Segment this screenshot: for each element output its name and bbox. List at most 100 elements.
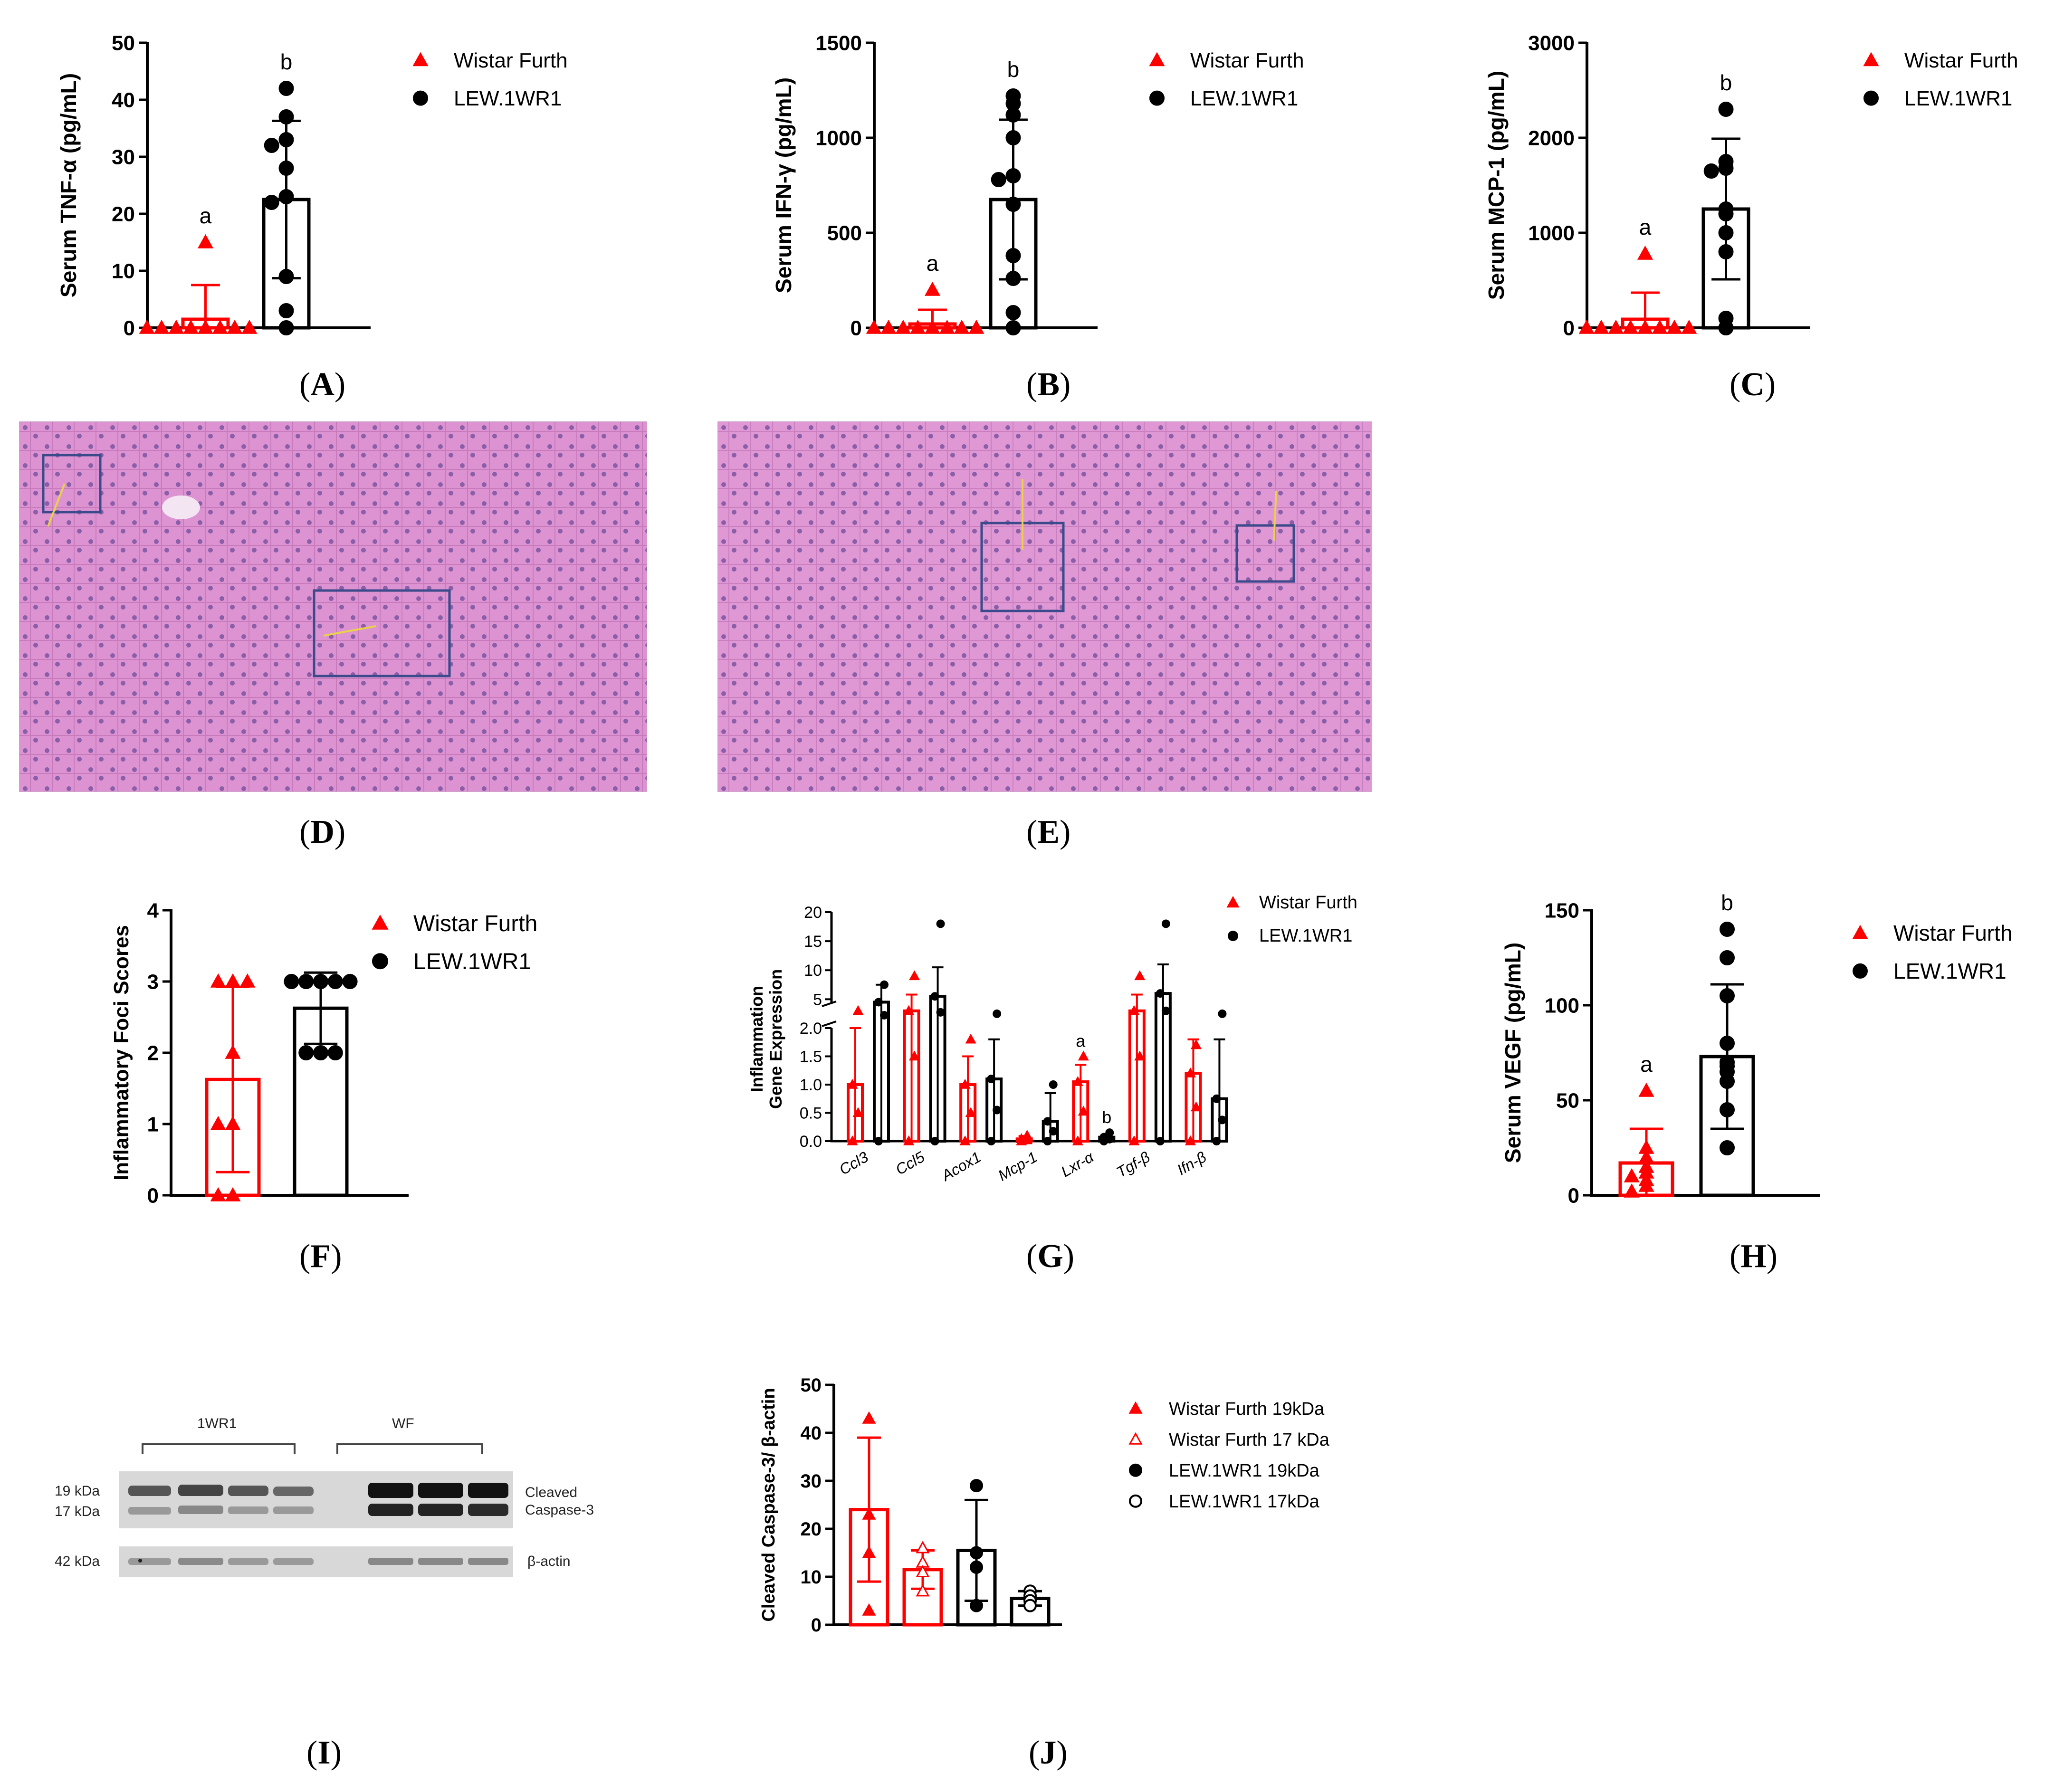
data-point (1623, 319, 1639, 334)
y-axis-title: Serum MCP-1 (pg/mL) (1484, 71, 1509, 300)
data-point (1005, 320, 1021, 335)
significance-letter: a (1076, 1031, 1086, 1051)
legend-label: Wistar Furth 17 kDa (1169, 1430, 1330, 1450)
data-point (1005, 271, 1021, 286)
data-point (880, 319, 897, 334)
y-tick-label: 10 (801, 1567, 822, 1588)
x-tick-label: Ccl3 (836, 1148, 871, 1178)
y-tick-label: 20 (112, 202, 135, 226)
data-point (1652, 319, 1668, 334)
data-point (1128, 1005, 1140, 1015)
y-axis-title: Serum VEGF (pg/mL) (1500, 943, 1525, 1163)
chart-inflammatory-foci: 0 1 2 3 4 Inflammatory Foci Scores Wistar Furt… (110, 899, 537, 1207)
y-tick-label: 0 (850, 316, 862, 340)
data-point (916, 1564, 930, 1577)
y-tick-label: 150 (1545, 899, 1579, 922)
data-point (880, 980, 889, 989)
x-tick-label: Tgf-β (1113, 1148, 1153, 1181)
panel-label-d: (D) (299, 814, 346, 850)
data-point (1005, 197, 1021, 212)
panel-label-c: (C) (1730, 366, 1776, 403)
data-point (968, 319, 984, 334)
legend-marker (1128, 1432, 1143, 1445)
data-point (298, 974, 314, 989)
significance-letter: b (1721, 890, 1733, 915)
significance-letter: b (1720, 70, 1732, 95)
histology-d-svg (19, 422, 647, 791)
data-point (930, 992, 939, 1001)
y-axis-title: Serum TNF-α (pg/mL) (56, 73, 81, 297)
panel-label-f: (F) (299, 1238, 342, 1275)
data-point (278, 132, 294, 147)
y-tick-label: 1500 (815, 31, 862, 55)
data-point (874, 998, 883, 1007)
data-point (1720, 922, 1735, 937)
data-point (936, 919, 945, 928)
data-point (210, 1187, 226, 1201)
data-point (847, 1135, 858, 1145)
legend-marker (413, 90, 428, 106)
data-point (987, 1075, 996, 1084)
blot-group-left: 1WR1 (197, 1416, 237, 1431)
data-point (210, 973, 226, 988)
y-tick-label: 0 (124, 316, 135, 340)
y-tick-label: 0 (811, 1615, 822, 1636)
axis-break (822, 1001, 837, 1027)
legend-label: LEW.1WR1 17kDa (1169, 1492, 1320, 1512)
data-point (225, 1187, 241, 1201)
x-tick-label: Ifn-β (1174, 1148, 1209, 1178)
y-axis-title: Inflammatory Foci Scores (110, 925, 133, 1181)
chart-vegf: 0 50 100 150 Serum VEGF (pg/mL) a b Wistar Furt… (1500, 890, 2012, 1207)
legend-label: Wistar Furth (1904, 49, 2018, 72)
data-point (225, 1115, 241, 1130)
data-point (954, 319, 970, 334)
y-tick-label: 3 (147, 970, 159, 993)
histology-e-svg (718, 422, 1371, 791)
data-point (1161, 1006, 1170, 1015)
y-tick-label: 3000 (1528, 31, 1575, 55)
data-point (1718, 225, 1734, 240)
data-point (241, 319, 258, 334)
data-point (313, 1045, 328, 1060)
y-tick-label: 40 (112, 88, 135, 112)
y-axis-title: Inflammation (747, 986, 766, 1092)
legend-label: LEW.1WR1 (1190, 87, 1298, 110)
data-point (1718, 102, 1734, 117)
data-point (264, 138, 279, 153)
data-point (1638, 1082, 1654, 1097)
legend-label: LEW.1WR1 (1904, 87, 2012, 110)
data-point (264, 195, 279, 210)
data-point (1078, 1106, 1089, 1116)
y-tick-label: 1000 (815, 126, 862, 150)
data-point (866, 319, 882, 334)
legend-label: LEW.1WR1 (454, 87, 562, 110)
y-tick-label: 2000 (1528, 126, 1575, 150)
chart-gene-expression: 0.0 0.5 1.0 1.5 2.0 5 10 15 20 Inflammation Gene E… (747, 893, 1357, 1185)
data-point (284, 974, 299, 989)
data-point (916, 1541, 930, 1554)
data-point (862, 1545, 876, 1558)
data-point (852, 1005, 864, 1015)
data-point (993, 1106, 1002, 1115)
data-point (1718, 320, 1734, 335)
data-point (278, 189, 294, 204)
arrow-d-1 (47, 483, 66, 527)
data-point (1078, 1050, 1089, 1061)
data-point (930, 1137, 939, 1145)
y-tick-label: 20 (801, 1519, 822, 1540)
data-point (1161, 919, 1170, 928)
data-point (939, 319, 955, 334)
data-point (1190, 1101, 1202, 1112)
data-point (278, 269, 294, 284)
data-point (1128, 1135, 1140, 1145)
data-point (991, 172, 1006, 187)
data-point (1703, 163, 1719, 179)
y-tick-label: 1000 (1528, 221, 1575, 245)
box-d-2 (313, 589, 451, 677)
data-point (183, 319, 199, 334)
blot-group-right: WF (392, 1416, 414, 1431)
data-point (225, 1044, 241, 1059)
data-point (959, 1135, 971, 1145)
data-point (197, 234, 214, 248)
data-point (1134, 970, 1146, 981)
